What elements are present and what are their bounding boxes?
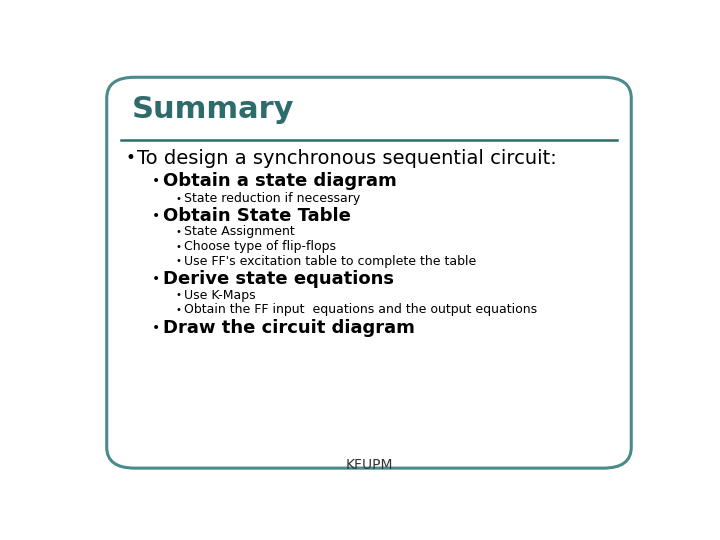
Text: •: • xyxy=(175,305,181,315)
FancyBboxPatch shape xyxy=(107,77,631,468)
Text: Obtain a state diagram: Obtain a state diagram xyxy=(163,172,396,190)
Text: •: • xyxy=(175,227,181,237)
Text: Choose type of flip-flops: Choose type of flip-flops xyxy=(184,240,336,253)
Text: Draw the circuit diagram: Draw the circuit diagram xyxy=(163,319,415,337)
Text: Use FF's excitation table to complete the table: Use FF's excitation table to complete th… xyxy=(184,254,476,267)
Text: •: • xyxy=(175,194,181,204)
Text: State Assignment: State Assignment xyxy=(184,226,294,239)
Text: Obtain State Table: Obtain State Table xyxy=(163,207,351,225)
Text: •: • xyxy=(152,272,160,286)
Text: To design a synchronous sequential circuit:: To design a synchronous sequential circu… xyxy=(138,149,557,168)
Text: •: • xyxy=(152,321,160,335)
Text: •: • xyxy=(125,150,135,167)
Text: Summary: Summary xyxy=(132,95,294,124)
Text: Use K-Maps: Use K-Maps xyxy=(184,289,256,302)
Text: •: • xyxy=(152,174,160,188)
Text: •: • xyxy=(152,209,160,223)
Text: State reduction if necessary: State reduction if necessary xyxy=(184,192,360,205)
Text: Derive state equations: Derive state equations xyxy=(163,271,394,288)
Text: Obtain the FF input  equations and the output equations: Obtain the FF input equations and the ou… xyxy=(184,303,537,316)
Text: KFUPM: KFUPM xyxy=(346,458,392,472)
Text: •: • xyxy=(175,256,181,266)
Text: •: • xyxy=(175,241,181,252)
Text: •: • xyxy=(175,290,181,300)
